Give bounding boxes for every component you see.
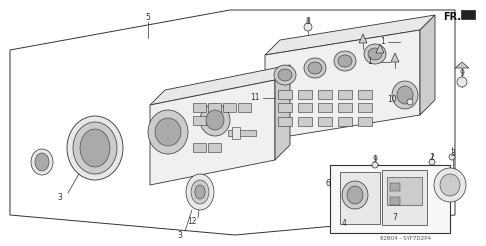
Ellipse shape xyxy=(434,168,466,202)
Bar xyxy=(278,117,292,126)
Polygon shape xyxy=(420,15,435,115)
Text: 10: 10 xyxy=(387,95,397,105)
Polygon shape xyxy=(376,44,384,53)
Text: 9: 9 xyxy=(373,155,378,165)
Bar xyxy=(232,127,240,139)
Ellipse shape xyxy=(200,104,230,136)
Bar xyxy=(298,103,312,112)
Bar xyxy=(387,177,422,205)
Text: 12: 12 xyxy=(187,217,197,227)
Circle shape xyxy=(407,99,413,105)
Polygon shape xyxy=(150,80,275,185)
Bar xyxy=(193,103,206,112)
Ellipse shape xyxy=(274,65,296,85)
Polygon shape xyxy=(150,65,290,105)
Ellipse shape xyxy=(67,116,123,180)
Text: 3: 3 xyxy=(177,231,182,240)
Bar xyxy=(278,103,292,112)
Bar xyxy=(193,143,206,152)
Polygon shape xyxy=(265,30,420,140)
Bar xyxy=(390,183,400,191)
Text: 4: 4 xyxy=(342,219,347,229)
Bar xyxy=(208,143,221,152)
Text: 8: 8 xyxy=(306,17,311,27)
Circle shape xyxy=(429,159,435,165)
Bar xyxy=(358,103,372,112)
Bar xyxy=(318,103,332,112)
Ellipse shape xyxy=(347,186,363,204)
Bar xyxy=(298,117,312,126)
Ellipse shape xyxy=(35,153,49,171)
Ellipse shape xyxy=(195,185,205,199)
Bar xyxy=(358,117,372,126)
Bar xyxy=(338,90,352,99)
Ellipse shape xyxy=(148,110,188,154)
Ellipse shape xyxy=(191,180,209,204)
Ellipse shape xyxy=(308,62,322,74)
Circle shape xyxy=(304,23,312,31)
Polygon shape xyxy=(455,62,469,68)
Ellipse shape xyxy=(278,69,292,81)
Polygon shape xyxy=(265,15,435,55)
Bar xyxy=(208,103,221,112)
Bar xyxy=(238,103,251,112)
Ellipse shape xyxy=(186,174,214,210)
Text: 9: 9 xyxy=(460,68,465,77)
Text: 1: 1 xyxy=(367,58,372,66)
Bar xyxy=(298,90,312,99)
Circle shape xyxy=(449,154,455,160)
Ellipse shape xyxy=(368,48,382,60)
Bar xyxy=(208,116,221,125)
Bar xyxy=(330,165,450,233)
Text: 3: 3 xyxy=(57,194,62,202)
Ellipse shape xyxy=(440,174,460,196)
Bar xyxy=(228,130,256,136)
Text: 1: 1 xyxy=(381,37,385,46)
Bar xyxy=(358,90,372,99)
Ellipse shape xyxy=(342,181,368,209)
Bar xyxy=(318,117,332,126)
Text: 6: 6 xyxy=(326,179,330,187)
Ellipse shape xyxy=(206,110,224,130)
Bar xyxy=(318,90,332,99)
Circle shape xyxy=(457,77,467,87)
Bar xyxy=(461,10,475,19)
Bar xyxy=(390,197,400,205)
Text: 2: 2 xyxy=(430,154,434,163)
Text: 5: 5 xyxy=(146,14,151,22)
Ellipse shape xyxy=(80,129,110,167)
Polygon shape xyxy=(391,53,399,62)
Ellipse shape xyxy=(338,55,352,67)
Bar xyxy=(193,116,206,125)
Bar xyxy=(382,170,427,225)
Ellipse shape xyxy=(73,122,117,174)
Polygon shape xyxy=(275,65,290,160)
Text: 11: 11 xyxy=(250,93,260,103)
Bar xyxy=(278,90,292,99)
Text: 3: 3 xyxy=(451,149,455,157)
Bar xyxy=(223,103,236,112)
Text: FR.: FR. xyxy=(443,12,461,22)
Bar xyxy=(338,117,352,126)
Circle shape xyxy=(372,162,378,168)
Bar xyxy=(338,103,352,112)
Text: 7: 7 xyxy=(393,214,398,222)
Polygon shape xyxy=(359,34,367,43)
Ellipse shape xyxy=(155,118,181,146)
Ellipse shape xyxy=(397,86,413,104)
Ellipse shape xyxy=(304,58,326,78)
Ellipse shape xyxy=(334,51,356,71)
Text: 82B04 - SYF7D2P4: 82B04 - SYF7D2P4 xyxy=(380,235,431,241)
Bar xyxy=(340,172,380,224)
Ellipse shape xyxy=(31,149,53,175)
Ellipse shape xyxy=(364,44,386,64)
Ellipse shape xyxy=(392,81,418,109)
